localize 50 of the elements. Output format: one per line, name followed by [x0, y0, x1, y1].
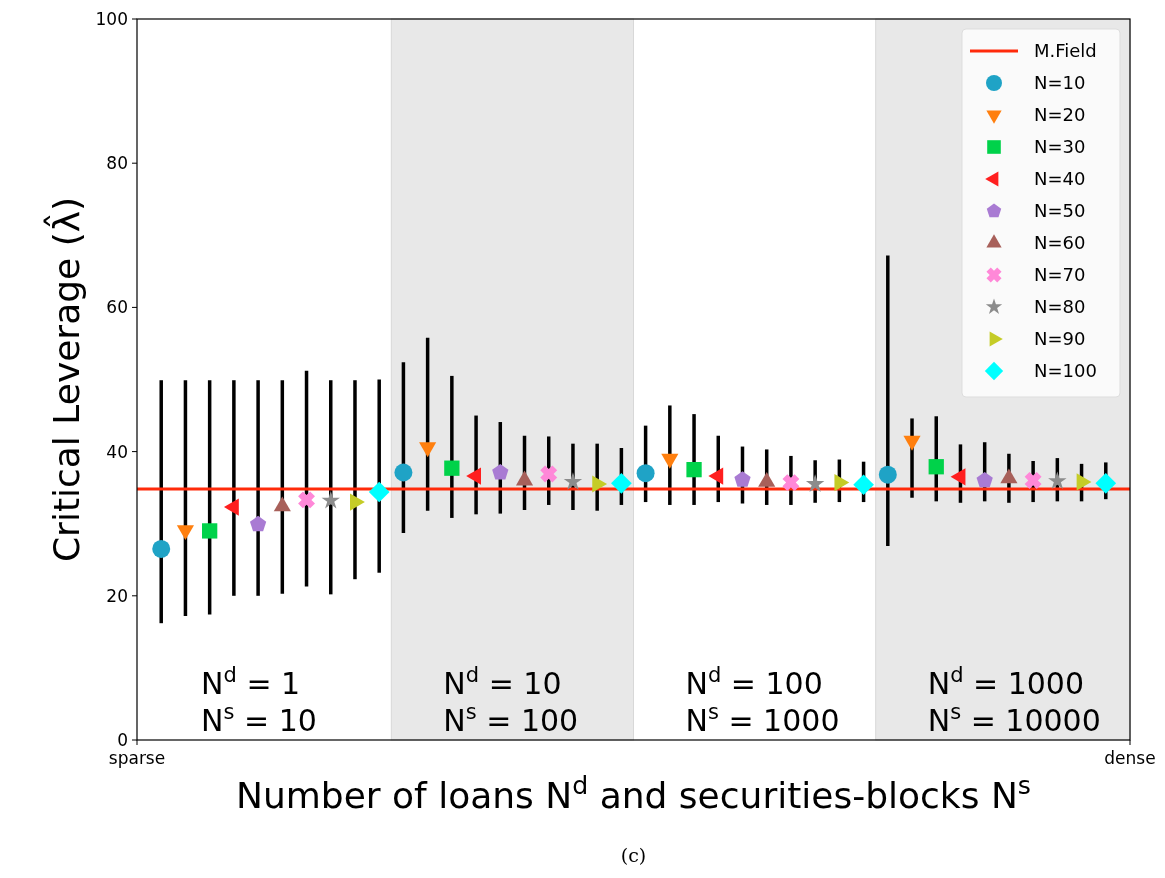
point [1095, 472, 1117, 494]
x-tick-label: dense [1104, 748, 1156, 768]
annotation: N$^{d}$ = 10 N$^{s}$ = 100 [443, 663, 579, 738]
legend-label: N=70 [1034, 264, 1086, 286]
point [492, 463, 509, 480]
point [202, 523, 218, 539]
point [805, 474, 825, 492]
point [321, 490, 340, 509]
point [563, 472, 583, 490]
legend-label: N=60 [1034, 232, 1086, 254]
point [249, 515, 267, 532]
point [444, 460, 460, 476]
point [928, 459, 944, 475]
annotation: N$^{d}$ = 1 N$^{s}$ = 10 [201, 663, 317, 738]
legend-label: N=10 [1034, 72, 1086, 94]
y-tick-label: 60 [106, 297, 128, 318]
legend-label: N=90 [1034, 328, 1086, 350]
y-tick-label: 80 [106, 153, 128, 174]
y-tick-label: 100 [95, 8, 128, 29]
point [686, 461, 702, 478]
point [853, 474, 874, 496]
point [636, 464, 655, 483]
annotation: N$^{d}$ = 1000 N$^{s}$ = 10000 [927, 663, 1101, 738]
point [782, 474, 800, 492]
y-tick-label: 0 [117, 729, 128, 750]
legend-label: N=40 [1034, 168, 1086, 190]
point [368, 481, 390, 503]
text: (c) [620, 844, 647, 866]
point [878, 465, 897, 484]
y-tick-label: 20 [106, 585, 128, 606]
point [152, 539, 171, 558]
legend-label: N=100 [1034, 360, 1097, 382]
point [540, 465, 558, 483]
legend-label: N=80 [1034, 296, 1086, 318]
x-axis-title: Number of loans N$^{d}$ and securities-blocks N$^{s}$ [236, 770, 1031, 816]
legend-label: N=20 [1034, 104, 1086, 126]
legend-label: M.Field [1034, 40, 1097, 62]
point [1024, 471, 1042, 489]
point [734, 471, 751, 487]
legend-label: N=30 [1034, 136, 1086, 158]
point [298, 491, 315, 509]
point [394, 463, 413, 482]
y-tick-label: 40 [106, 441, 128, 462]
legend-label: N=50 [1034, 200, 1086, 222]
point [611, 472, 632, 494]
x-tick-label: sparse [108, 748, 166, 768]
y-axis-title: Critical Leverage (λ̂) [43, 196, 87, 563]
point [1048, 471, 1067, 489]
point [976, 471, 993, 488]
annotation: N$^{d}$ = 100 N$^{s}$ = 1000 [685, 663, 840, 738]
